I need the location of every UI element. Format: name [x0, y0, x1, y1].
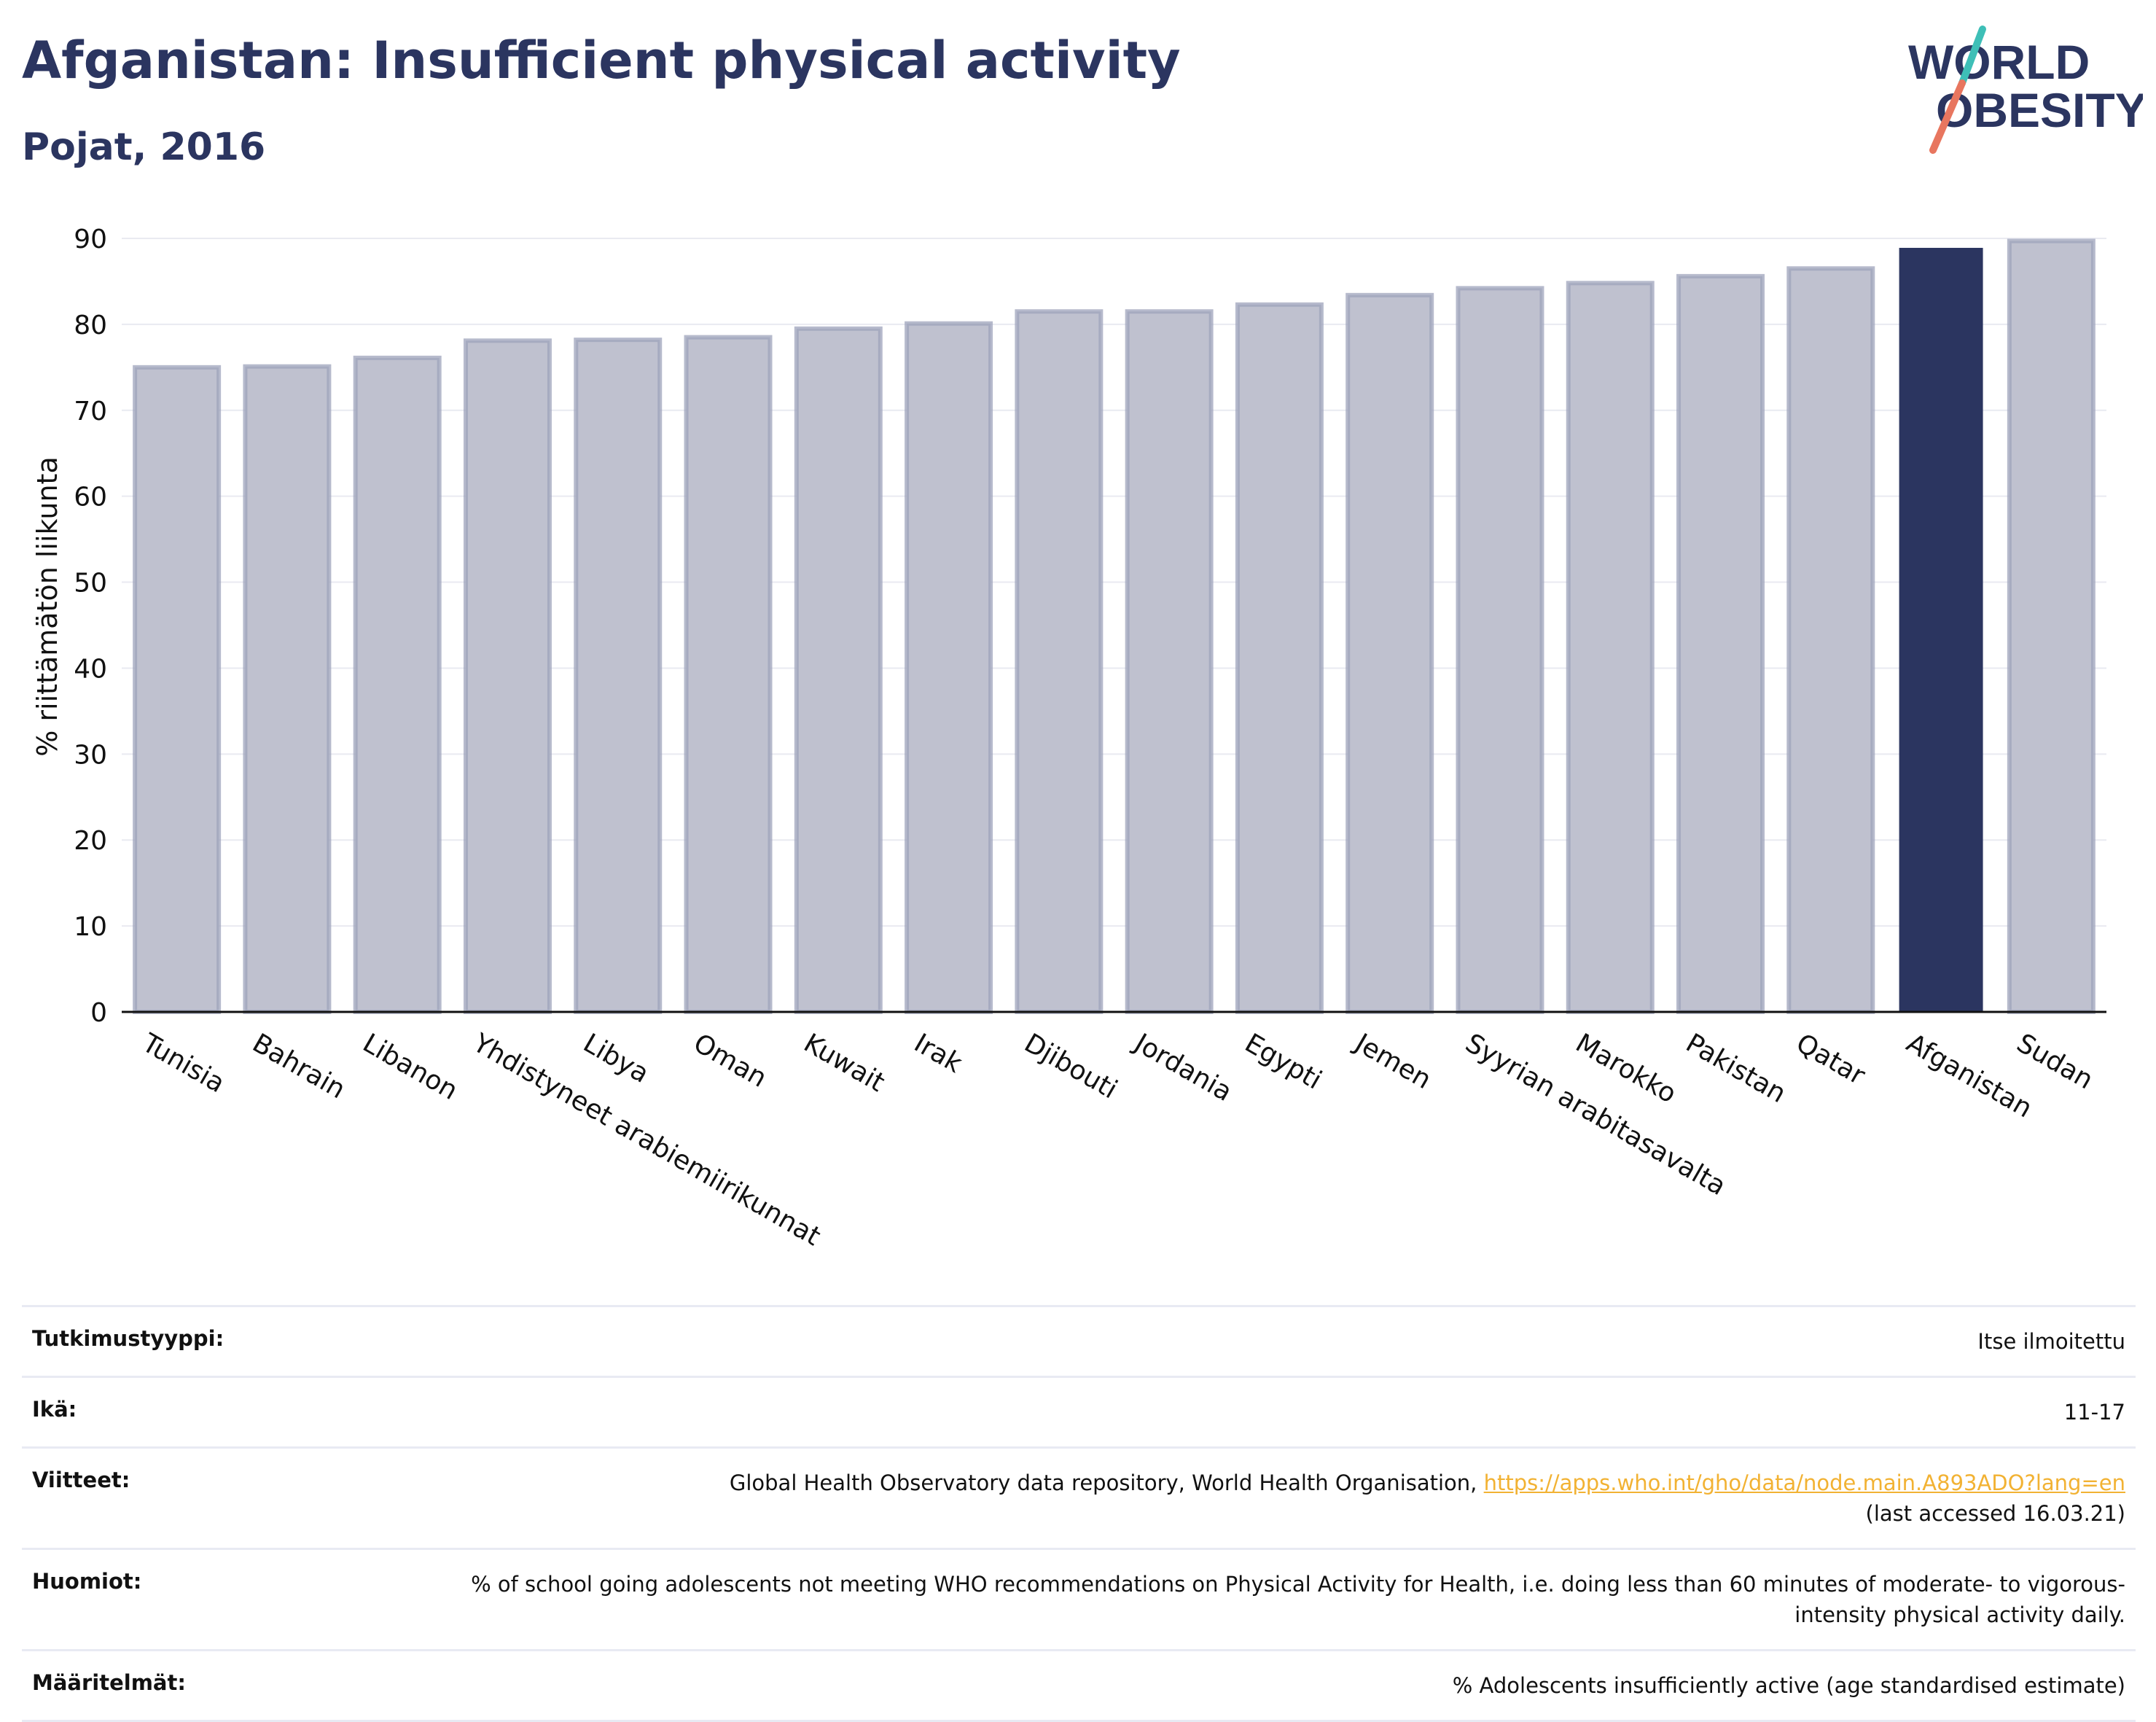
logo-slash-teal — [1958, 26, 1986, 87]
bar — [133, 365, 222, 1015]
bar — [1345, 292, 1434, 1015]
bar-chart: 0 10 20 30 40 50 60 70 80 90 Tunisia Bahrain Libano… — [31, 225, 2106, 1252]
info-value: 11-17 — [450, 1376, 2136, 1448]
bar — [794, 326, 883, 1014]
page-subtitle: Pojat, 2016 — [22, 125, 266, 169]
info-value: % of school going adolescents not meetin… — [450, 1548, 2136, 1651]
bar — [1125, 309, 1214, 1014]
bar — [1566, 281, 1655, 1014]
info-key: Huomiot: — [22, 1548, 450, 1651]
bar — [1235, 302, 1324, 1015]
info-key: Määritelmät: — [22, 1649, 450, 1722]
reference-text: Global Health Observatory data repositor… — [729, 1470, 1477, 1495]
x-tick-label: Qatar — [1791, 1028, 1870, 1091]
bar — [1456, 286, 1544, 1014]
logo-slash-coral — [1929, 79, 1966, 154]
bar — [1676, 273, 1765, 1015]
bar — [1786, 266, 1875, 1014]
y-tick-label: 40 — [74, 654, 107, 684]
bar-highlight — [1899, 247, 1983, 1012]
y-tick-label: 70 — [74, 397, 107, 426]
bar — [463, 338, 552, 1014]
x-tick-label: Afganistan — [1902, 1028, 2037, 1123]
bar — [684, 335, 773, 1015]
y-tick-label: 50 — [74, 569, 107, 599]
y-tick-label: 10 — [74, 912, 107, 942]
y-tick-label: 60 — [74, 483, 107, 513]
info-key: Ikä: — [22, 1376, 450, 1448]
info-table: Tutkimustyyppi: Itse ilmoitettu Ikä: 11-… — [22, 1305, 2136, 1722]
y-axis-label: % riittämätön liikunta — [31, 456, 63, 757]
x-tick-label: Tunisia — [136, 1028, 230, 1099]
bar — [353, 355, 442, 1015]
x-tick-label: Sudan — [2012, 1028, 2098, 1095]
info-key: Tutkimustyyppi: — [22, 1305, 450, 1377]
x-tick-label: Bahrain — [247, 1028, 350, 1105]
info-key: Viitteet: — [22, 1446, 450, 1549]
info-row-age: Ikä: 11-17 — [22, 1376, 2136, 1448]
bar — [2007, 238, 2096, 1015]
bar — [905, 321, 993, 1014]
info-row-references: Viitteet: Global Health Observatory data… — [22, 1446, 2136, 1549]
page-title: Afganistan: Insufficient physical activi… — [22, 31, 1181, 90]
info-row-definitions: Määritelmät: % Adolescents insufficientl… — [22, 1649, 2136, 1722]
x-tick-label: Libya — [578, 1028, 654, 1089]
bar — [1015, 309, 1104, 1014]
x-tick-label: Oman — [689, 1028, 772, 1094]
x-tick-label: Irak — [909, 1028, 967, 1079]
world-obesity-logo: WORLD OBESITY — [1908, 26, 2143, 154]
info-value: Itse ilmoitettu — [450, 1305, 2136, 1377]
x-tick-label: Djibouti — [1019, 1028, 1122, 1105]
x-tick-label: Pakistan — [1681, 1028, 1791, 1109]
x-tick-label: Libanon — [358, 1028, 463, 1106]
x-tick-label: Jordania — [1128, 1027, 1237, 1107]
y-tick-label: 0 — [90, 998, 107, 1028]
y-tick-label: 20 — [74, 826, 107, 856]
info-value-references: Global Health Observatory data repositor… — [450, 1446, 2136, 1549]
info-value: % Adolescents insufficiently active (age… — [450, 1649, 2136, 1722]
x-tick-label: Kuwait — [799, 1028, 890, 1098]
logo-text-world: WORLD — [1908, 35, 2090, 89]
logo-text-obesity: OBESITY — [1936, 83, 2143, 137]
reference-link[interactable]: https://apps.who.int/gho/data/node.main.… — [1483, 1470, 2125, 1495]
bar — [574, 338, 663, 1014]
info-row-notes: Huomiot: % of school going adolescents n… — [22, 1548, 2136, 1651]
info-row-study-type: Tutkimustyyppi: Itse ilmoitettu — [22, 1305, 2136, 1377]
reference-accessed-note: (last accessed 16.03.21) — [1865, 1501, 2125, 1526]
y-tick-label: 90 — [74, 225, 107, 254]
bar — [243, 364, 332, 1015]
x-tick-label: Jemen — [1348, 1027, 1436, 1095]
y-tick-label: 30 — [74, 740, 107, 770]
x-tick-label: Egypti — [1240, 1028, 1327, 1095]
y-tick-label: 80 — [74, 311, 107, 340]
